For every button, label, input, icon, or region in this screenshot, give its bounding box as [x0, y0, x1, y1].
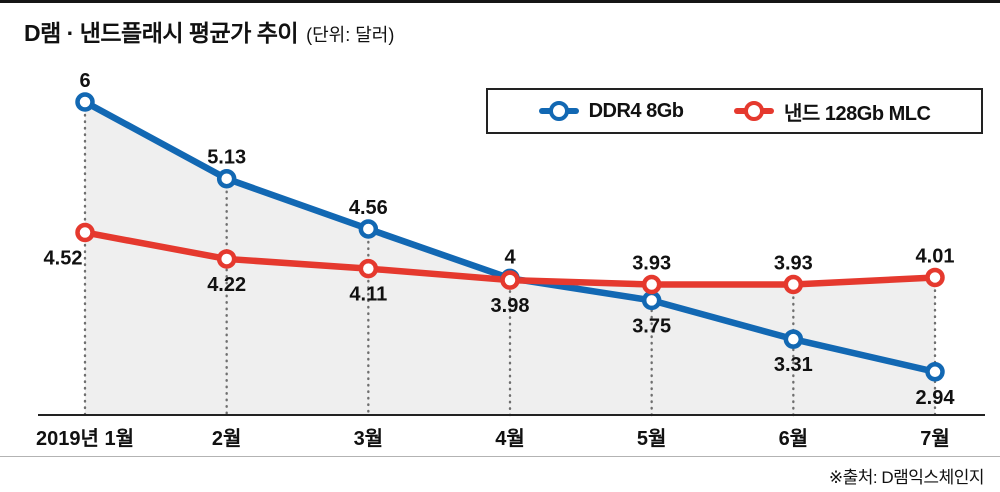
x-axis-label: 6월	[779, 427, 809, 450]
data-point-marker	[783, 329, 804, 349]
legend-label-ddr4: DDR4 8Gb	[588, 99, 684, 122]
data-point-marker	[641, 290, 662, 311]
chart-title: D램 · 낸드플래시 평균가 추이	[24, 20, 299, 46]
x-axis-label: 4월	[495, 427, 525, 450]
value-label: 4.22	[207, 274, 246, 296]
value-label: 4	[504, 246, 516, 268]
legend-line-marker-icon	[734, 100, 775, 122]
data-point-marker	[641, 274, 662, 295]
chart-legend: DDR4 8Gb 낸드 128Gb MLC	[486, 88, 983, 134]
value-label: 3.31	[774, 354, 813, 376]
value-label: 5.13	[207, 147, 246, 169]
x-axis-label: 2019년 1월	[36, 427, 134, 450]
value-label: 2.94	[916, 387, 956, 409]
value-label: 4.52	[44, 247, 83, 269]
legend-item-nand: 낸드 128Gb MLC	[734, 97, 931, 126]
data-point-marker	[358, 219, 379, 239]
top-border-rule	[0, 0, 1000, 3]
data-point-marker	[925, 362, 945, 382]
bottom-border-rule	[0, 456, 1000, 457]
data-point-marker	[925, 267, 945, 288]
x-axis-label: 5월	[637, 427, 667, 450]
x-axis-label: 2월	[212, 427, 242, 450]
value-label: 4.01	[916, 245, 955, 267]
legend-line-marker-icon	[538, 100, 579, 122]
data-point-marker	[216, 168, 237, 189]
legend-marker-ring	[548, 101, 569, 121]
chart-header: D램 · 낸드플래시 평균가 추이 (단위: 달러)	[24, 14, 394, 48]
data-point-marker	[75, 222, 95, 243]
value-label: 3.93	[632, 253, 671, 275]
legend-label-nand: 낸드 128Gb MLC	[784, 102, 931, 125]
value-label: 4.56	[349, 197, 388, 219]
data-point-marker	[783, 274, 804, 295]
chart-unit-label: (단위: 달러)	[306, 25, 395, 45]
legend-marker-ring	[744, 101, 765, 121]
value-label: 3.93	[774, 253, 813, 275]
data-point-marker	[75, 92, 95, 112]
source-note: ※출처: D램익스체인지	[828, 468, 985, 487]
value-label: 6	[79, 70, 90, 92]
data-point-marker	[358, 258, 379, 279]
data-point-marker	[216, 249, 237, 269]
data-point-marker	[500, 270, 520, 290]
x-axis-label: 3월	[354, 427, 384, 450]
legend-item-ddr4: DDR4 8Gb	[538, 99, 684, 123]
x-axis-label: 7월	[920, 427, 950, 450]
value-label: 3.98	[491, 295, 530, 317]
value-label: 3.75	[632, 315, 671, 337]
value-label: 4.11	[349, 284, 387, 306]
